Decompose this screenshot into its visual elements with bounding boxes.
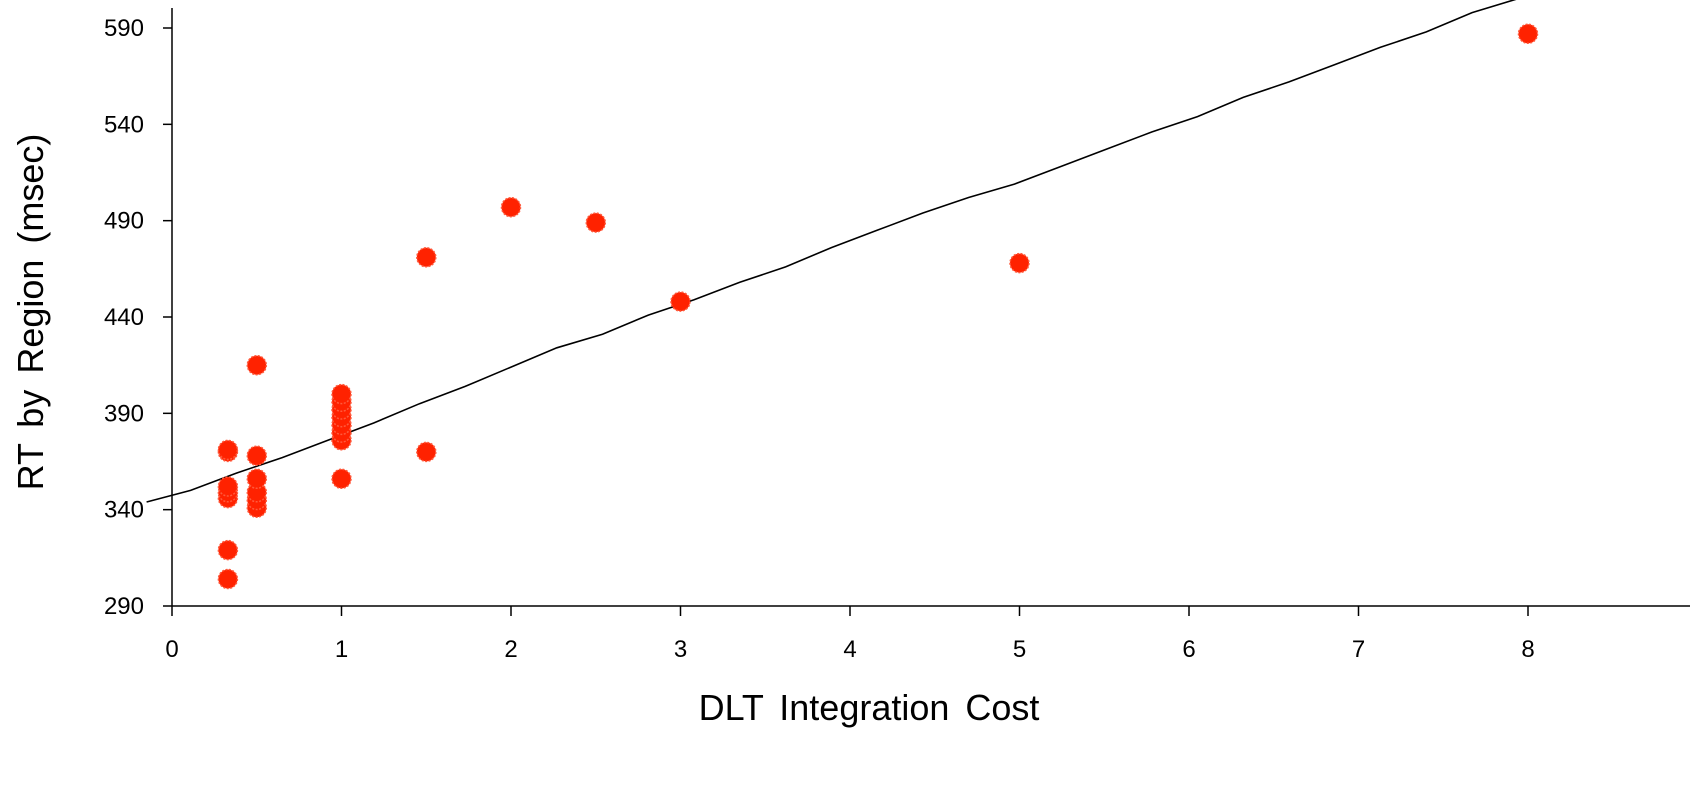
y-tick-label: 490 — [104, 208, 144, 235]
x-tick-label: 5 — [1013, 636, 1026, 663]
axes — [163, 8, 1690, 616]
regression-line-layer — [146, 0, 1517, 503]
data-point — [217, 568, 239, 590]
x-tick-label: 3 — [674, 636, 687, 663]
data-point — [246, 354, 268, 376]
x-tick-label: 6 — [1182, 636, 1195, 663]
x-tick-label: 2 — [504, 636, 517, 663]
x-tick-label: 7 — [1352, 636, 1365, 663]
data-point — [331, 383, 352, 405]
data-point — [1517, 23, 1539, 45]
data-point — [217, 439, 239, 461]
data-points-layer — [217, 23, 1539, 590]
data-point — [217, 476, 239, 497]
y-axis-title: RT by Region (msec) — [10, 134, 51, 491]
data-point — [416, 247, 437, 268]
y-tick-label: 340 — [104, 497, 144, 524]
x-tick-label: 1 — [335, 636, 348, 663]
x-tick-label: 4 — [843, 636, 856, 663]
data-point — [585, 212, 607, 233]
data-point — [331, 468, 352, 490]
x-tick-label: 8 — [1521, 636, 1534, 663]
y-tick-label: 540 — [104, 111, 144, 138]
y-tick-label: 290 — [104, 593, 144, 620]
data-point — [246, 482, 268, 503]
y-tick-label: 390 — [104, 400, 144, 427]
x-tick-label: 0 — [165, 636, 178, 663]
data-point — [217, 539, 239, 561]
y-tick-label: 440 — [104, 304, 144, 331]
data-point — [500, 196, 522, 218]
data-point — [670, 291, 691, 312]
y-tick-label: 590 — [104, 15, 144, 42]
data-point — [246, 468, 268, 490]
tick-labels: 0 1 2 3 4 5 6 7 8 290 340 390 440 490 540 590 — [104, 15, 1535, 663]
x-axis-title: DLT Integration Cost — [699, 687, 1040, 728]
data-point — [246, 445, 268, 466]
data-point — [1009, 252, 1030, 274]
regression-line — [146, 0, 1517, 503]
data-point — [416, 441, 437, 463]
